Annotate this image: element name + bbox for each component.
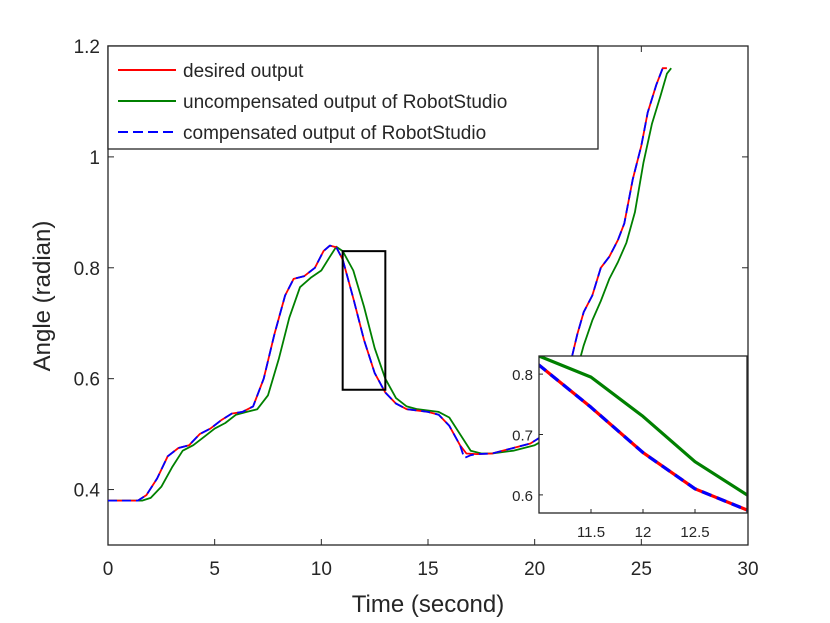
inset-y-tick-label: 0.6 [512,488,533,505]
y-tick-label: 1 [89,148,100,169]
inset-axis-ticks: 11.5 12 12.5 0.6 0.7 0.8 [512,367,709,541]
main-series-group [108,67,672,502]
legend-box [107,45,599,150]
x-tick-label: 15 [417,559,438,580]
x-axis-label: Time (second) [352,591,504,618]
y-tick-label: 0.6 [74,370,100,391]
legend-label-compensated-output: compensated output of RobotStudio [183,123,486,144]
inset-x-tick-label: 12.5 [680,524,709,541]
x-tick-label: 5 [209,559,220,580]
inset-x-tick-label: 12 [635,524,652,541]
x-tick-label: 20 [524,559,545,580]
series-line-compensated-output-of-robotstudio [108,67,667,502]
y-axis-label: Angle (radian) [29,221,56,372]
inset-series-line-compensated-output-of-robotstudio [539,363,747,512]
inset-zoom-plot: 11.5 12 12.5 0.6 0.7 0.8 [512,355,748,541]
y-tick-label: 0.8 [74,259,100,280]
x-tick-label: 25 [631,559,652,580]
x-tick-label: 30 [737,559,758,580]
zoom-region-box [341,250,387,391]
x-tick-label: 10 [311,559,332,580]
inset-y-tick-label: 0.7 [512,428,533,445]
inset-frame-background [539,356,747,513]
legend: desired output uncompensated output of R… [107,45,599,150]
legend-label-desired-output: desired output [183,61,304,82]
inset-y-tick-label: 0.8 [512,367,533,384]
x-tick-label: 0 [103,559,114,580]
y-tick-label: 1.2 [74,37,100,58]
series-line-uncompensated-output-of-robotstudio [108,67,672,502]
inset-series-group [539,356,747,512]
inset-frame [538,355,748,514]
main-axis-ticks: 0 5 10 15 20 25 30 0.4 0.6 0.8 1 1.2 [74,37,759,580]
inset-series-line-uncompensated-output-of-robotstudio [539,356,747,497]
legend-label-uncompensated-output: uncompensated output of RobotStudio [183,92,507,113]
inset-x-tick-label: 11.5 [577,524,605,541]
y-tick-label: 0.4 [74,481,101,502]
